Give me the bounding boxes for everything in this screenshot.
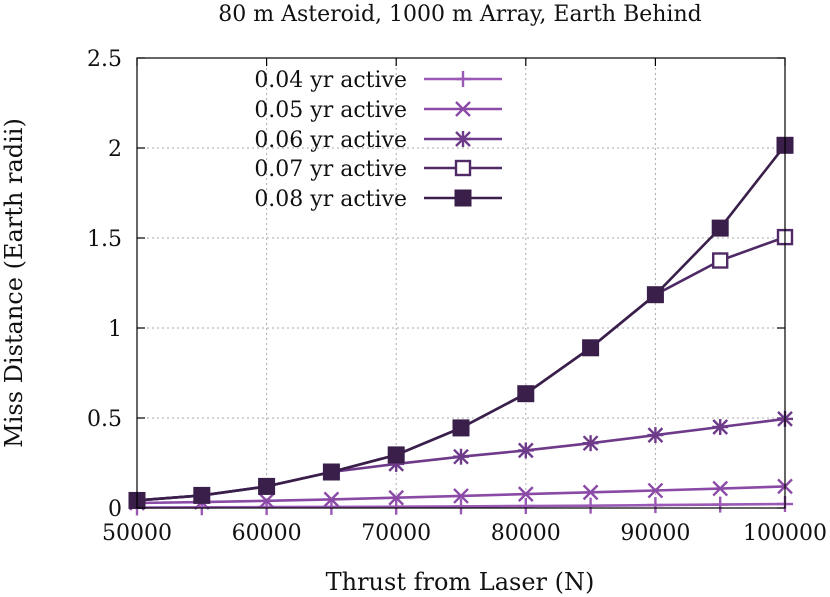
plot-frame	[136, 57, 786, 509]
data-point	[712, 252, 729, 269]
data-point	[517, 442, 534, 459]
data-point	[517, 498, 534, 515]
data-point	[258, 477, 276, 495]
data-point	[453, 448, 469, 465]
series-5	[128, 136, 794, 509]
data-point	[323, 491, 340, 508]
legend-label: 0.04 yr active	[254, 68, 407, 93]
data-point	[647, 497, 664, 514]
x-axis-label: Thrust from Laser (N)	[326, 568, 595, 596]
data-point	[711, 219, 729, 237]
data-point	[582, 484, 599, 501]
chart-title: 80 m Asteroid, 1000 m Array, Earth Behin…	[218, 2, 701, 27]
x-ticks: 50000 60000 70000 80000 90000 100000	[102, 58, 827, 546]
legend-label: 0.08 yr active	[254, 187, 407, 212]
data-point	[646, 286, 664, 304]
data-point	[452, 419, 470, 437]
x-tick-label: 90000	[620, 521, 690, 546]
y-tick-label: 2	[108, 137, 122, 162]
legend-label: 0.07 yr active	[254, 157, 407, 182]
data-point	[517, 486, 534, 502]
legend-item: 0.08 yr active	[254, 187, 502, 212]
series-2	[129, 478, 793, 511]
data-point	[712, 480, 729, 497]
data-point	[712, 419, 729, 435]
data-point	[517, 385, 535, 403]
y-tick-label: 0	[108, 497, 122, 522]
series-4	[128, 228, 794, 509]
y-tick-label: 1	[108, 317, 122, 342]
legend-item: 0.05 yr active	[254, 98, 502, 123]
grid	[137, 58, 785, 508]
legend: 0.04 yr active 0.05 yr active 0.06 yr acti…	[254, 68, 502, 212]
x-tick-label: 80000	[491, 521, 561, 546]
legend-marker	[454, 189, 472, 207]
data-point	[453, 488, 469, 504]
x-tick-label: 50000	[102, 521, 172, 546]
y-axis-label: Miss Distance (Earth radii)	[0, 118, 28, 448]
data-point	[582, 497, 599, 514]
data-point	[258, 492, 275, 509]
series-1	[129, 496, 793, 516]
legend-marker	[455, 101, 471, 117]
data-point	[453, 498, 469, 515]
x-tick-label: 70000	[361, 521, 431, 546]
legend-item: 0.07 yr active	[254, 157, 502, 182]
legend-marker	[455, 131, 471, 147]
legend-marker	[454, 159, 472, 177]
data-point	[712, 496, 729, 513]
data-point	[322, 463, 340, 481]
y-tick-label: 0.5	[87, 407, 122, 432]
x-tick-label: 100000	[743, 521, 827, 546]
data-point	[647, 427, 664, 444]
legend-label: 0.06 yr active	[254, 128, 407, 153]
data-point	[388, 498, 405, 515]
y-tick-label: 2.5	[87, 47, 122, 72]
data-point	[193, 486, 211, 504]
data-point	[323, 498, 340, 515]
legend-item: 0.04 yr active	[254, 68, 502, 93]
y-tick-label: 1.5	[87, 227, 122, 252]
data-point	[582, 339, 600, 357]
data-point	[582, 435, 599, 452]
legend-label: 0.05 yr active	[254, 98, 407, 123]
data-point	[387, 446, 405, 464]
y-ticks: 0 0.5 1 1.5 2 2.5	[87, 47, 785, 522]
data-point	[647, 482, 664, 499]
legend-item: 0.06 yr active	[254, 128, 502, 153]
legend-marker	[455, 71, 471, 87]
data-point	[388, 489, 405, 506]
x-tick-label: 60000	[232, 521, 302, 546]
series-group	[128, 136, 794, 516]
